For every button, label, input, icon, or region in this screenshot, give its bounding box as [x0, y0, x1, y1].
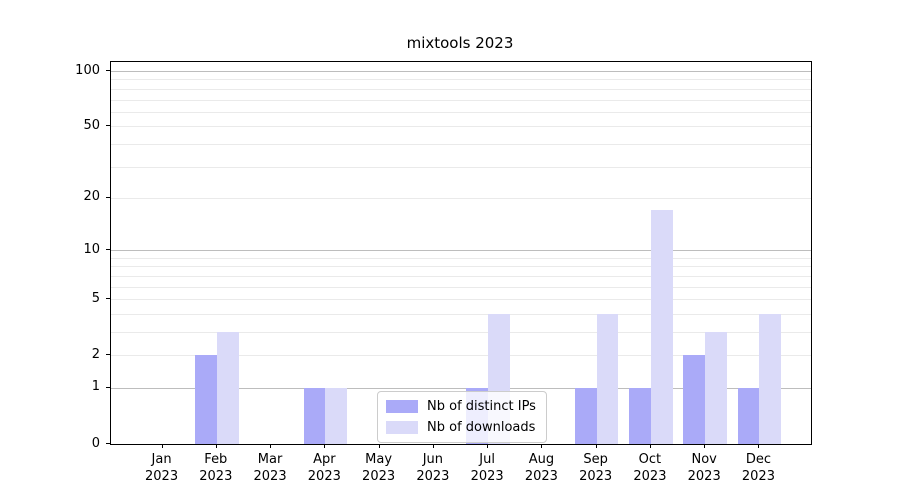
gridline-minor — [111, 126, 811, 128]
bar-distinct-ips — [737, 388, 760, 444]
gridline-minor — [111, 313, 811, 315]
x-axis-tick — [541, 444, 543, 448]
legend-label: Nb of distinct IPs — [427, 399, 536, 414]
x-axis-tick — [161, 444, 163, 448]
bar-downloads — [705, 331, 727, 444]
y-tick-label: 1 — [91, 379, 100, 395]
y-axis-tick — [106, 196, 110, 198]
y-axis-tick — [106, 443, 110, 444]
y-axis-tick — [106, 386, 110, 388]
y-tick-label: 20 — [83, 189, 100, 205]
chart-title: mixtools 2023 — [406, 34, 514, 52]
gridline-minor — [111, 166, 811, 168]
gridline-minor — [111, 99, 811, 101]
y-tick-label: 10 — [83, 241, 100, 257]
bar-distinct-ips — [303, 388, 326, 444]
gridline-minor — [111, 257, 811, 259]
x-tick-label: Jan 2023 — [145, 452, 179, 484]
gridline-minor — [111, 299, 811, 301]
bar-distinct-ips — [195, 355, 217, 444]
y-tick-label: 100 — [75, 62, 100, 78]
gridline-minor — [111, 143, 811, 145]
gridline-minor — [111, 355, 811, 357]
gridline-minor — [111, 331, 811, 333]
gridline-minor — [111, 286, 811, 288]
gridline-major — [111, 387, 811, 389]
x-axis-tick — [432, 444, 434, 448]
legend-item: Nb of distinct IPs — [386, 399, 536, 414]
y-tick-label: 50 — [83, 117, 100, 133]
bar-distinct-ips — [683, 355, 706, 444]
gridline-minor — [111, 88, 811, 90]
x-tick-label: Jun 2023 — [416, 452, 450, 484]
legend-label: Nb of downloads — [427, 420, 536, 435]
y-axis-tick — [106, 125, 110, 127]
x-tick-label: Mar 2023 — [253, 452, 287, 484]
y-tick-label: 5 — [91, 290, 100, 306]
gridline-minor — [111, 79, 811, 81]
legend-swatch — [386, 421, 418, 434]
x-axis-tick — [324, 444, 326, 448]
gridline-minor — [111, 266, 811, 268]
gridline-minor — [111, 111, 811, 113]
x-axis-tick — [595, 444, 597, 448]
plot-area: Nb of distinct IPs Nb of downloads — [110, 61, 812, 445]
y-axis-tick — [106, 70, 110, 72]
gridline-major — [111, 71, 811, 73]
gridline-minor — [111, 197, 811, 199]
x-axis-tick — [270, 444, 272, 448]
x-tick-label: Dec 2023 — [741, 452, 775, 484]
gridline-major — [111, 250, 811, 252]
y-axis-tick — [106, 354, 110, 356]
x-axis-tick — [758, 444, 760, 448]
bar-downloads — [216, 331, 239, 444]
y-tick-label: 2 — [91, 346, 100, 362]
x-tick-label: Aug 2023 — [524, 452, 558, 484]
bar-downloads — [325, 388, 348, 444]
x-tick-label: Jul 2023 — [470, 452, 504, 484]
x-axis-tick — [378, 444, 380, 448]
y-axis-tick — [106, 249, 110, 251]
gridline-minor — [111, 275, 811, 277]
legend-swatch — [386, 400, 418, 413]
y-tick-label: 0 — [91, 435, 100, 451]
legend-item: Nb of downloads — [386, 420, 536, 435]
x-axis-tick — [649, 444, 651, 448]
x-tick-label: Oct 2023 — [633, 452, 667, 484]
legend: Nb of distinct IPs Nb of downloads — [377, 391, 547, 443]
y-axis-tick — [106, 298, 110, 300]
x-tick-label: Feb 2023 — [199, 452, 233, 484]
bar-downloads — [759, 313, 782, 444]
x-axis-tick — [487, 444, 489, 448]
x-tick-label: Nov 2023 — [687, 452, 721, 484]
x-tick-label: May 2023 — [362, 452, 396, 484]
bar-downloads — [596, 313, 619, 444]
bar-distinct-ips — [629, 388, 651, 444]
x-axis-tick — [704, 444, 706, 448]
bar-distinct-ips — [574, 388, 597, 444]
bar-downloads — [650, 210, 673, 444]
x-tick-label: Apr 2023 — [307, 452, 341, 484]
x-axis-tick — [215, 444, 217, 448]
x-tick-label: Sep 2023 — [579, 452, 613, 484]
